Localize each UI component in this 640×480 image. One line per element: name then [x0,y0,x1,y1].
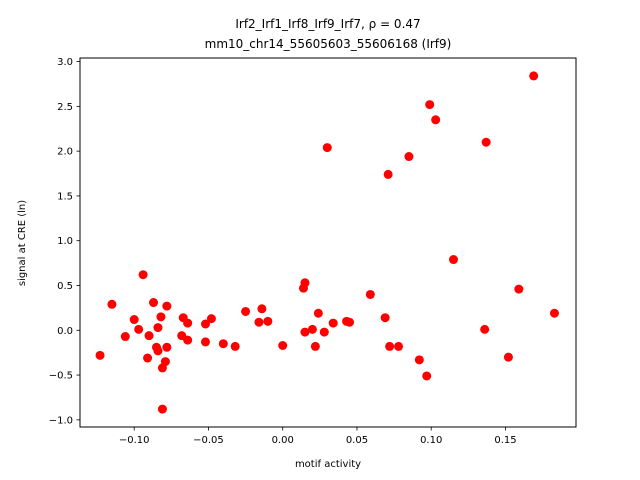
data-point [107,299,117,309]
data-point [414,355,424,365]
data-point [241,306,251,316]
data-point [200,337,210,347]
data-point [549,308,559,318]
y-tick-label: 2.0 [57,147,73,158]
y-tick-label: 1.0 [57,236,73,247]
y-tick-label: 2.5 [57,102,73,113]
data-point [448,255,458,265]
data-point [480,324,490,334]
data-point [230,341,240,351]
data-point [218,339,228,349]
x-tick-label: 0.15 [494,435,516,446]
data-point [153,346,163,356]
data-point [278,340,288,350]
data-point [162,342,172,352]
data-point [160,357,170,367]
data-point [157,404,167,414]
y-axis-label: signal at CRE (ln) [17,200,28,286]
data-point [328,318,338,328]
x-tick-label: −0.05 [193,435,224,446]
x-tick-label: 0.10 [420,435,442,446]
data-point [313,308,323,318]
chart-title-line2: mm10_chr14_55605603_55606168 (Irf9) [205,37,452,51]
data-point [263,316,273,326]
chart-title-line1: Irf2_Irf1_Irf8_Irf9_Irf7, ρ = 0.47 [235,17,420,31]
data-point [503,352,513,362]
data-point [431,115,441,125]
x-tick-label: 0.00 [272,435,294,446]
y-tick-label: 0.5 [57,281,73,292]
data-point [254,317,264,327]
x-tick-label: −0.10 [119,435,150,446]
data-point [383,169,393,179]
data-point [300,278,310,288]
data-point [365,289,375,299]
data-point [120,332,130,342]
data-point [385,341,395,351]
x-axis-ticks: −0.10 −0.05 0.00 0.05 0.10 0.15 [119,427,517,446]
data-point [156,312,166,322]
data-points [95,71,559,414]
data-point [183,318,193,328]
y-tick-label: −1.0 [49,415,73,426]
data-point [422,371,432,381]
data-point [134,324,144,334]
data-point [129,315,139,325]
data-point [149,298,159,308]
data-point [481,137,491,147]
data-point [144,331,154,341]
y-tick-label: 3.0 [57,57,73,68]
data-point [206,314,216,324]
data-point [322,143,332,153]
data-point [257,304,267,314]
x-axis-label: motif activity [295,459,361,470]
data-point [514,284,524,294]
data-point [138,270,148,280]
data-point [162,301,172,311]
y-tick-label: 0.0 [57,326,73,337]
data-point [95,350,105,360]
data-point [183,335,193,345]
data-point [345,317,355,327]
data-point [319,327,329,337]
plot-frame [79,57,577,428]
data-point [300,327,310,337]
data-point [143,353,153,363]
data-point [425,100,435,110]
data-point [404,152,414,162]
data-point [380,313,390,323]
data-point [153,323,163,333]
y-axis-ticks: −1.0 −0.5 0.0 0.5 1.0 1.5 2.0 2.5 3.0 [49,57,80,426]
y-tick-label: 1.5 [57,191,73,202]
y-tick-label: −0.5 [49,371,73,382]
x-tick-label: 0.05 [346,435,368,446]
data-point [200,319,210,329]
data-point [529,71,539,81]
data-point [307,324,317,334]
data-point [310,341,320,351]
data-point [394,341,404,351]
